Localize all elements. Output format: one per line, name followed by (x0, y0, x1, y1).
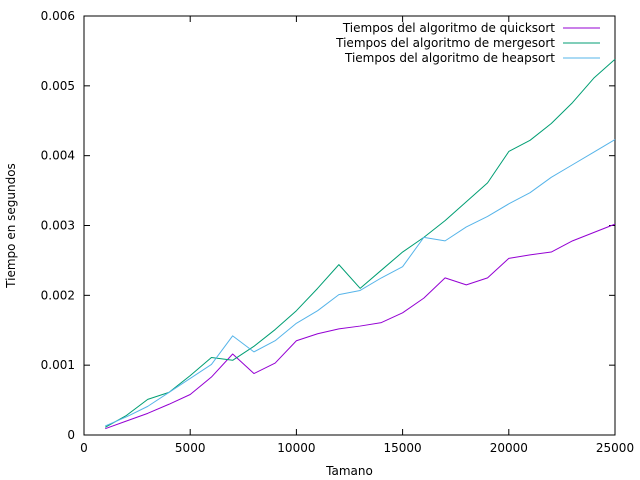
y-tick-label: 0.005 (41, 79, 75, 93)
plot-frame (83, 15, 616, 436)
series-line-1 (105, 223, 616, 430)
x-tick-label: 5000 (175, 441, 206, 455)
x-axis-title: Tamano (325, 464, 373, 478)
axis-ticks: 0 5000 10000 15000 20000 25000 0 0.001 0.002 0.00… (41, 9, 634, 455)
series-line-2 (104, 58, 616, 428)
y-tick-label: 0.002 (41, 288, 75, 302)
series-line-3 (105, 139, 616, 427)
x-tick-label: 0 (80, 441, 88, 455)
legend-label: Tiempos del algoritmo de quicksort (342, 21, 555, 35)
y-tick-label: 0.003 (41, 219, 75, 233)
legend: Tiempos del algoritmo de quicksortTiempo… (335, 21, 600, 65)
y-tick-label: 0.006 (41, 9, 75, 23)
series-lines (104, 58, 616, 430)
legend-label: Tiempos del algoritmo de mergesort (335, 36, 555, 50)
y-axis-title: Tiempo en segundos (4, 163, 18, 289)
x-tick-label: 10000 (277, 441, 315, 455)
x-tick-label: 20000 (490, 441, 528, 455)
y-tick-label: 0 (67, 428, 75, 442)
x-tick-label: 25000 (596, 441, 634, 455)
x-tick-label: 15000 (384, 441, 422, 455)
legend-label: Tiempos del algoritmo de heapsort (344, 51, 555, 65)
y-tick-label: 0.004 (41, 149, 75, 163)
y-tick-label: 0.001 (41, 358, 75, 372)
